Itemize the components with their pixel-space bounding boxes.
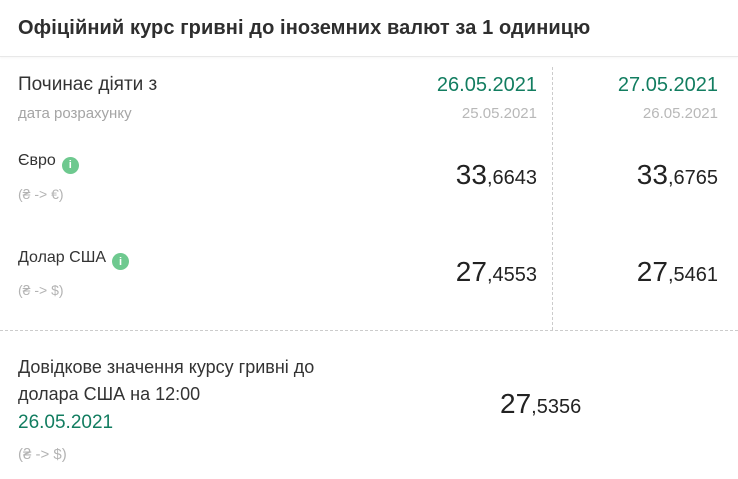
usd-rate-col2: 27,5461 xyxy=(537,256,718,291)
date-column-1: 26.05.2021 25.05.2021 xyxy=(377,74,537,123)
usd-rate-col1: 27,4553 xyxy=(377,256,537,291)
info-icon[interactable]: i xyxy=(61,156,79,174)
column-divider xyxy=(552,67,553,330)
rate-int: 33 xyxy=(636,159,668,191)
table-row-euro: Євро i (₴ -> €) 33,6643 33,6765 xyxy=(18,151,718,203)
rate-int: 27 xyxy=(636,255,668,287)
rate-int: 27 xyxy=(455,255,487,287)
date-column-2: 27.05.2021 26.05.2021 xyxy=(537,74,718,123)
euro-rate-col1: 33,6643 xyxy=(377,159,537,194)
euro-rate-col2: 33,6765 xyxy=(537,159,718,194)
info-icon[interactable]: i xyxy=(112,253,130,270)
currency-pair-euro: (₴ -> €) xyxy=(18,185,64,202)
rate-dec: ,5461 xyxy=(667,263,718,286)
effective-from-label: Починає діяти з xyxy=(18,74,158,95)
page-title: Офіційний курс гривні до іноземних валют… xyxy=(18,16,591,39)
euro-label-block: Євро i (₴ -> €) xyxy=(18,151,377,203)
rate-int: 33 xyxy=(455,159,487,191)
effective-from-block: Починає діяти з дата розрахунку xyxy=(18,74,377,123)
reference-label-block: Довідкове значення курсу гривні до долар… xyxy=(18,354,718,464)
reference-label-line1: Довідкове значення курсу гривні до xyxy=(18,357,315,377)
currency-name-usd: Долар США xyxy=(18,248,107,266)
usd-label-block: Долар США i (₴ -> $) xyxy=(18,248,377,300)
table-header-row: Починає діяти з дата розрахунку 26.05.20… xyxy=(18,57,718,123)
currency-name-euro: Євро xyxy=(18,152,56,169)
rate-dec: ,6643 xyxy=(486,167,537,190)
reference-date: 26.05.2021 xyxy=(18,412,114,433)
rate-int: 27 xyxy=(500,388,532,419)
calculation-date-col1: 25.05.2021 xyxy=(461,105,537,122)
effective-date-col2: 27.05.2021 xyxy=(617,74,718,96)
calculation-date-col2: 26.05.2021 xyxy=(642,105,718,122)
reference-label-line2: долара США на 12:00 xyxy=(18,384,201,404)
card-header: Офіційний курс гривні до іноземних валют… xyxy=(0,0,738,57)
rates-table: Починає діяти з дата розрахунку 26.05.20… xyxy=(0,57,738,331)
calculation-date-label: дата розрахунку xyxy=(18,105,132,122)
rate-dec: ,4553 xyxy=(486,263,537,286)
table-row-usd: Долар США i (₴ -> $) 27,4553 27,5461 xyxy=(18,248,718,300)
currency-pair-usd: (₴ -> $) xyxy=(18,282,64,298)
reference-rate-value: 27,5356 xyxy=(500,388,581,423)
reference-section: Довідкове значення курсу гривні до долар… xyxy=(0,331,738,464)
effective-date-col1: 26.05.2021 xyxy=(436,74,537,96)
rate-dec: ,5356 xyxy=(531,396,582,418)
rate-dec: ,6765 xyxy=(667,167,718,190)
reference-pair: (₴ -> $) xyxy=(18,446,67,463)
